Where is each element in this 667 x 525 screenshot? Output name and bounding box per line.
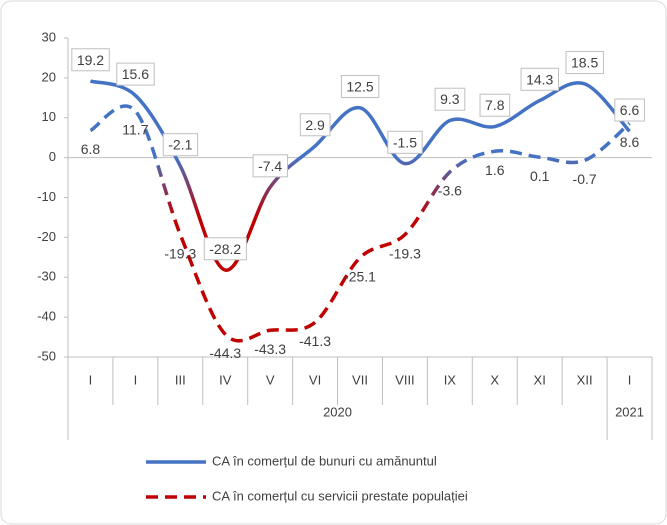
data-label-box bbox=[162, 133, 199, 157]
data-label: 1.6 bbox=[485, 162, 505, 178]
data-label-box bbox=[340, 74, 380, 98]
data-label-box bbox=[520, 67, 560, 91]
data-label: -3.6 bbox=[438, 183, 462, 199]
x-tick-label: X bbox=[490, 372, 499, 387]
data-label: -28.2 bbox=[209, 241, 241, 257]
data-label-box bbox=[116, 62, 155, 86]
data-label: 6.8 bbox=[81, 141, 101, 157]
x-tick-label: I bbox=[89, 372, 93, 387]
series-line bbox=[89, 79, 631, 272]
x-tick-label: XII bbox=[577, 372, 593, 387]
data-label: -2.1 bbox=[168, 137, 192, 153]
data-label: 19.2 bbox=[77, 52, 104, 68]
x-tick-label: VIII bbox=[395, 372, 415, 387]
data-label: -25.1 bbox=[344, 268, 376, 284]
y-tick-label: -10 bbox=[37, 189, 56, 204]
data-label: 6.6 bbox=[620, 102, 640, 118]
data-label: -0.7 bbox=[573, 171, 597, 187]
data-label-box bbox=[434, 87, 466, 111]
data-label-box bbox=[479, 93, 511, 117]
data-label: 12.5 bbox=[346, 78, 373, 94]
data-label: -41.3 bbox=[299, 333, 331, 349]
data-label-box bbox=[252, 154, 288, 178]
x-tick-label: VII bbox=[352, 372, 368, 387]
data-label-box bbox=[387, 130, 423, 154]
data-label: -7.4 bbox=[258, 158, 282, 174]
x-tick-label: XI bbox=[534, 372, 546, 387]
data-label-box bbox=[71, 48, 110, 72]
data-label: 7.8 bbox=[485, 97, 505, 113]
legend-label: CA în comerțul cu servicii prestate popu… bbox=[212, 488, 468, 503]
data-label: 0.1 bbox=[530, 168, 550, 184]
data-label: -19.3 bbox=[389, 245, 421, 261]
data-label: -44.3 bbox=[209, 345, 241, 361]
data-label: 11.7 bbox=[122, 122, 148, 138]
y-tick-label: -40 bbox=[37, 309, 56, 324]
group-label: 2021 bbox=[615, 404, 644, 419]
y-tick-label: -30 bbox=[37, 269, 56, 284]
y-tick-label: 10 bbox=[42, 109, 56, 124]
series-line bbox=[89, 104, 631, 343]
data-label: 9.3 bbox=[440, 91, 460, 107]
legend-label: CA în comerțul de bunuri cu amănuntul bbox=[212, 453, 437, 468]
y-tick-label: 20 bbox=[42, 69, 56, 84]
data-label-box bbox=[565, 51, 604, 75]
data-label: -19.3 bbox=[164, 245, 196, 261]
x-tick-label: IX bbox=[444, 372, 457, 387]
y-tick-label: -20 bbox=[37, 229, 56, 244]
group-label: 2020 bbox=[323, 404, 352, 419]
data-label-box bbox=[614, 98, 645, 122]
y-tick-label: 0 bbox=[49, 149, 56, 164]
data-label: 15.6 bbox=[122, 66, 149, 82]
y-tick-label: -50 bbox=[37, 348, 56, 363]
x-tick-label: III bbox=[175, 372, 186, 387]
data-label: 14.3 bbox=[526, 71, 553, 87]
data-label: 2.9 bbox=[305, 117, 325, 133]
data-label: -1.5 bbox=[393, 134, 417, 150]
x-tick-label: I bbox=[628, 372, 632, 387]
x-tick-label: V bbox=[266, 372, 275, 387]
y-tick-label: 30 bbox=[42, 29, 56, 44]
x-tick-label: I bbox=[134, 372, 138, 387]
data-label-box bbox=[299, 113, 331, 137]
x-tick-label: IV bbox=[219, 372, 232, 387]
data-label: 8.6 bbox=[620, 134, 640, 150]
data-label-box bbox=[203, 237, 247, 261]
data-label: -43.3 bbox=[254, 341, 286, 357]
x-tick-label: VI bbox=[309, 372, 321, 387]
data-label: 18.5 bbox=[571, 55, 598, 71]
